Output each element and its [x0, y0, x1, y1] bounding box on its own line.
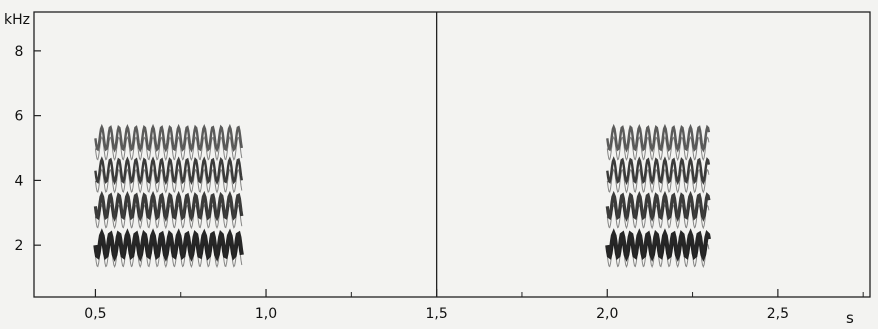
burst-2 [605, 123, 711, 268]
harmonic-band [93, 190, 244, 222]
x-tick-label: 2,5 [767, 306, 789, 322]
harmonic-band-shadow [606, 168, 710, 194]
y-axis-label: kHz [4, 12, 30, 28]
harmonic-band-shadow [94, 242, 243, 268]
harmonic-band-shadow [94, 203, 243, 230]
x-axis-label: s [846, 309, 854, 325]
harmonic-band [94, 156, 243, 186]
harmonic-band [93, 228, 244, 262]
x-tick-label: 2,0 [596, 306, 618, 322]
harmonic-band [606, 123, 711, 153]
y-tick-label: 2 [15, 238, 24, 254]
harmonic-band-shadow [606, 203, 710, 230]
y-tick-label: 8 [15, 44, 24, 60]
y-axis: 2 4 6 8 [15, 44, 41, 254]
harmonic-band-shadow [606, 242, 710, 268]
harmonic-band [606, 156, 711, 186]
x-tick-label: 1,0 [255, 306, 277, 322]
x-tick-label: 1,5 [426, 306, 448, 322]
harmonic-band-shadow [94, 168, 243, 194]
x-tick-label: 0,5 [84, 306, 106, 322]
harmonic-band [94, 123, 243, 153]
harmonic-band-shadow [94, 135, 243, 162]
harmonic-band [605, 190, 711, 222]
harmonic-band [605, 228, 711, 262]
x-axis: 0,5 1,0 1,5 2,0 2,5 [84, 289, 864, 322]
y-tick-label: 6 [15, 109, 24, 125]
y-tick-label: 4 [15, 173, 24, 189]
burst-1 [93, 123, 244, 268]
sound-bursts [93, 123, 711, 268]
harmonic-band-shadow [606, 135, 710, 162]
